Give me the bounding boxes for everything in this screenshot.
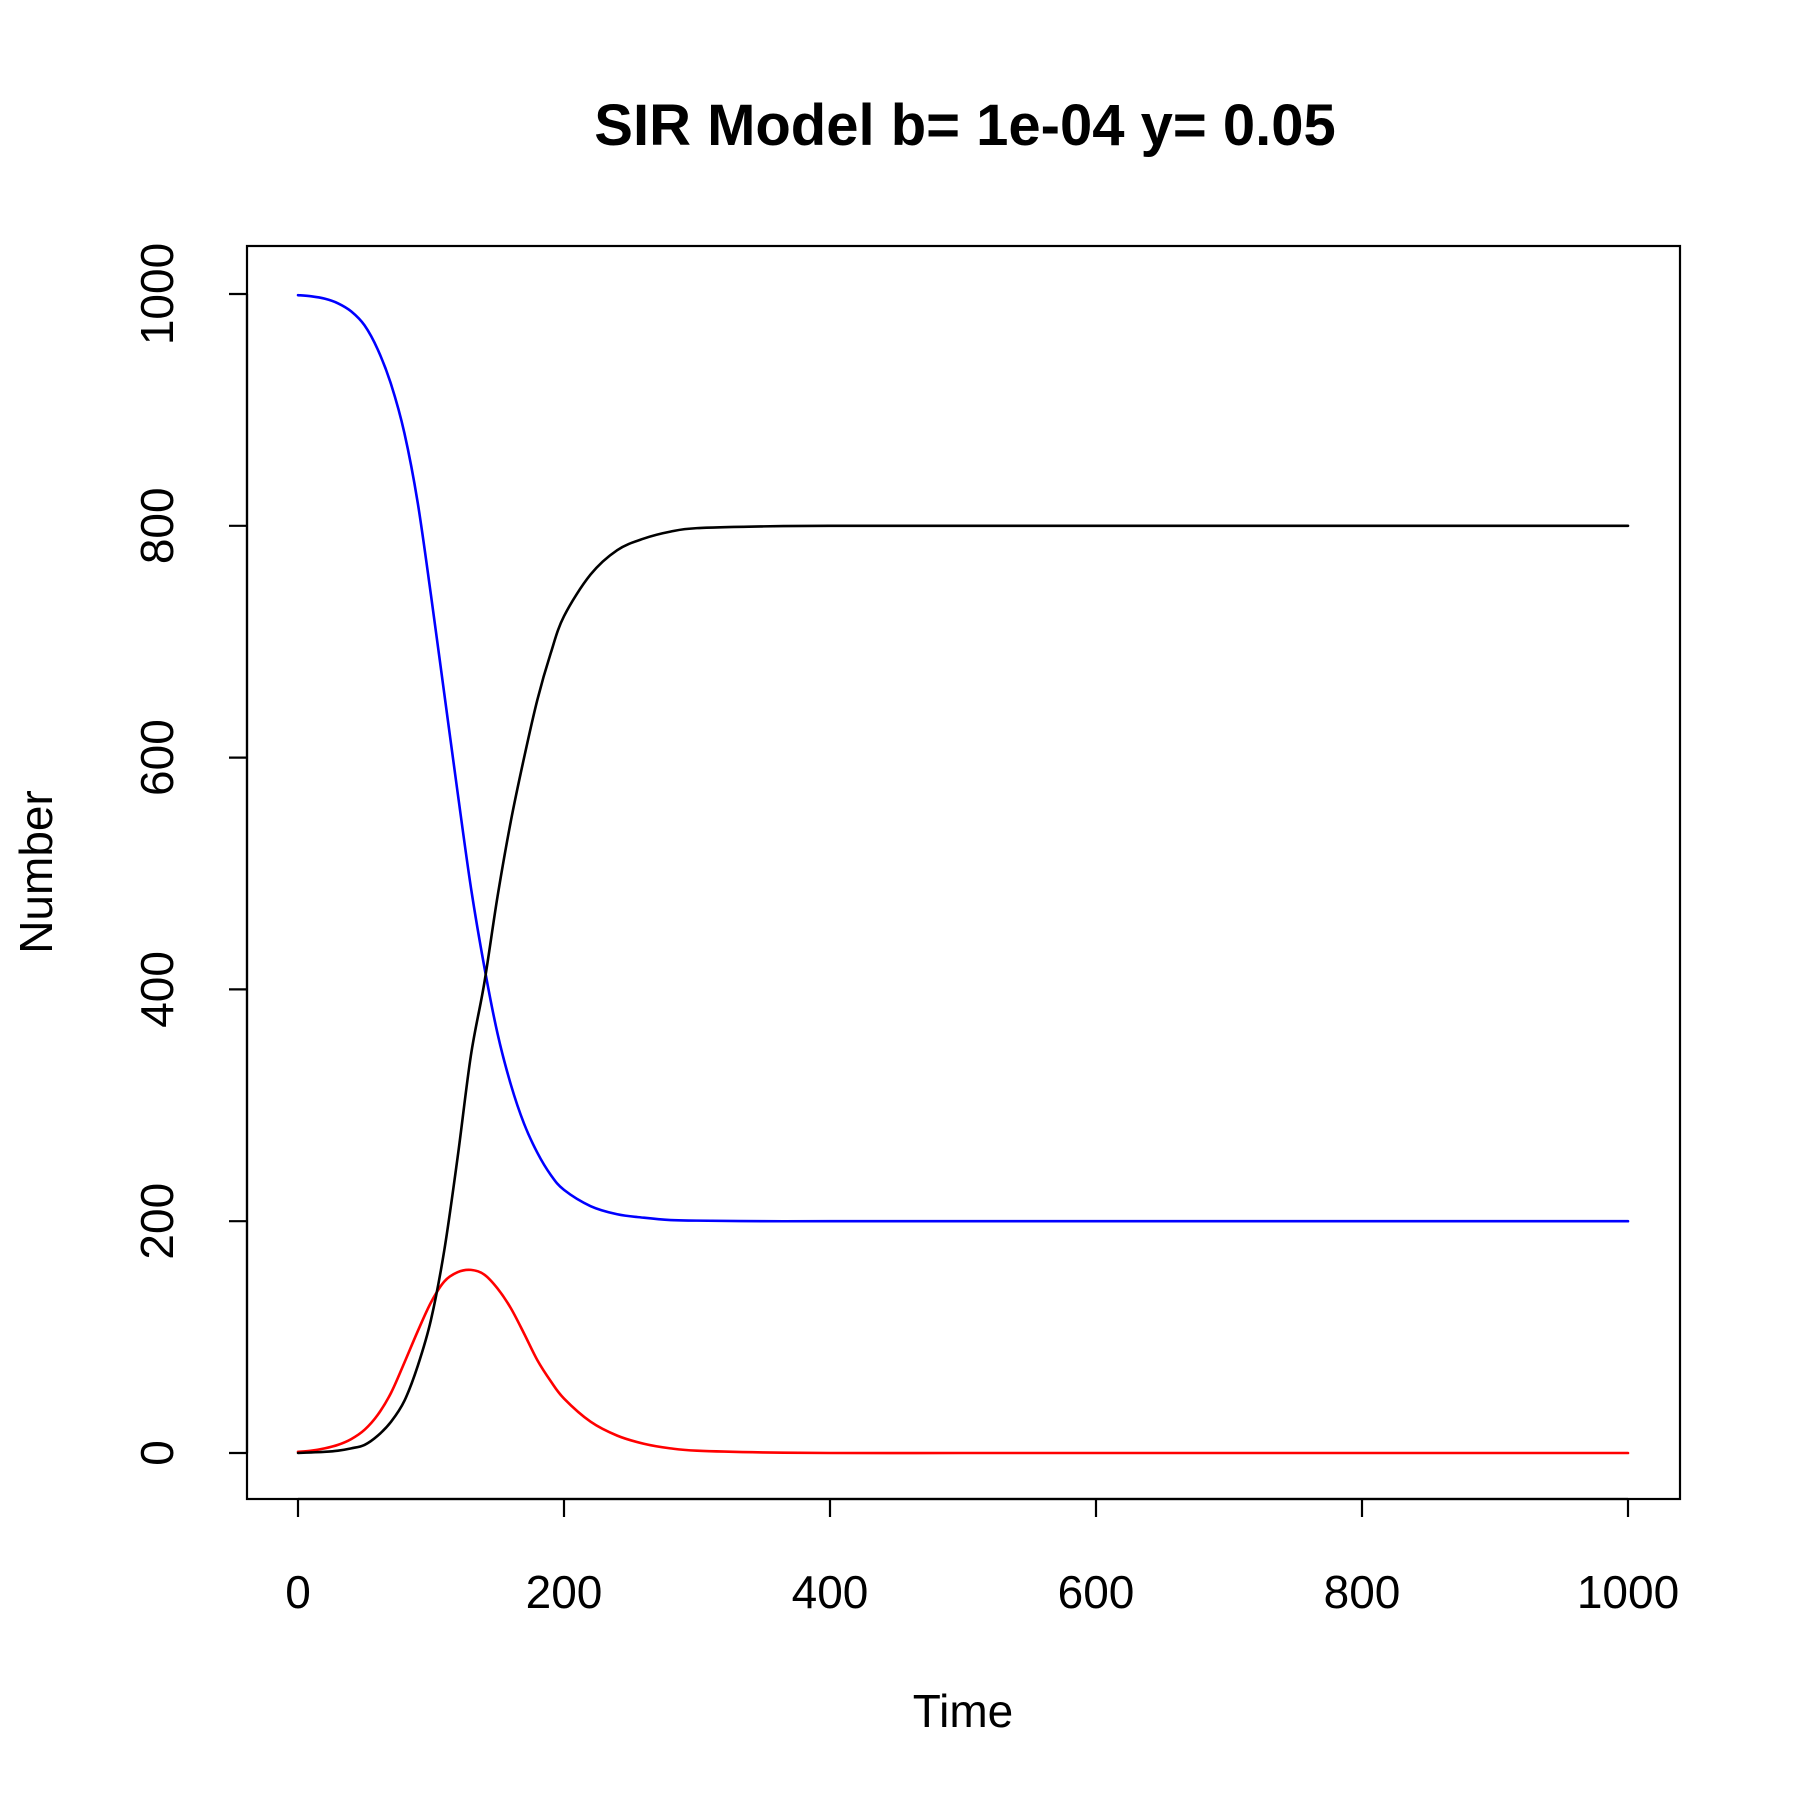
x-tick-label: 800 <box>1324 1566 1401 1618</box>
plot-frame <box>245 244 1682 1501</box>
y-tick-label: 600 <box>131 719 183 796</box>
y-tick-label: 1000 <box>131 243 183 345</box>
susceptible-line <box>296 293 1630 1223</box>
x-tick-label: 600 <box>1058 1566 1135 1618</box>
x-tick-label: 1000 <box>1577 1566 1679 1618</box>
recovered-line <box>296 524 1630 1455</box>
y-tick-label: 0 <box>131 1440 183 1466</box>
y-tick-label: 200 <box>131 1183 183 1260</box>
y-tick-label: 800 <box>131 487 183 564</box>
x-tick-label: 200 <box>526 1566 603 1618</box>
x-axis-label: Time <box>913 1685 1014 1737</box>
x-tick-label: 0 <box>285 1566 311 1618</box>
y-tick-label: 400 <box>131 951 183 1028</box>
y-axis-label: Number <box>10 790 62 954</box>
chart-title: SIR Model b= 1e-04 y= 0.05 <box>594 93 1335 158</box>
y-axis: 0 200 400 600 800 1000 <box>131 243 249 1466</box>
x-axis: 0 200 400 600 800 1000 <box>285 1497 1679 1618</box>
infected-line <box>296 1268 1630 1455</box>
series-lines <box>296 293 1630 1455</box>
x-tick-label: 400 <box>792 1566 869 1618</box>
